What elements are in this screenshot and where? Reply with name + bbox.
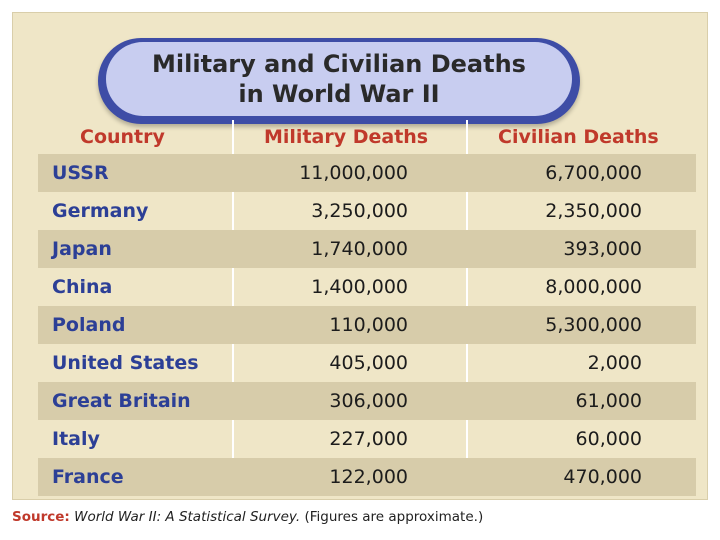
table-row: USSR 11,000,000 6,700,000 [38,154,696,192]
cell-country: Poland [52,314,126,336]
cell-civilian-deaths: 61,000 [575,390,642,412]
header-civilian-deaths: Civilian Deaths [498,126,659,148]
cell-country: United States [52,352,199,374]
table-header: Country Military Deaths Civilian Deaths [12,120,696,154]
title-inner: Military and Civilian Deaths in World Wa… [106,42,572,116]
cell-civilian-deaths: 8,000,000 [545,276,642,298]
cell-country: Japan [52,238,112,260]
cell-civilian-deaths: 60,000 [575,428,642,450]
table-row: United States 405,000 2,000 [38,344,696,382]
cell-country: China [52,276,113,298]
cell-country: Italy [52,428,100,450]
table-row: Poland 110,000 5,300,000 [38,306,696,344]
cell-civilian-deaths: 393,000 [563,238,642,260]
cell-military-deaths: 122,000 [329,466,408,488]
cell-country: Great Britain [52,390,191,412]
table-row: Great Britain 306,000 61,000 [38,382,696,420]
cell-military-deaths: 1,400,000 [311,276,408,298]
cell-military-deaths: 306,000 [329,390,408,412]
header-country: Country [80,126,165,148]
cell-military-deaths: 11,000,000 [299,162,408,184]
source-approx-note: (Figures are approximate.) [304,509,484,525]
cell-country: USSR [52,162,109,184]
cell-civilian-deaths: 470,000 [563,466,642,488]
cell-military-deaths: 1,740,000 [311,238,408,260]
cell-civilian-deaths: 2,350,000 [545,200,642,222]
cell-military-deaths: 110,000 [329,314,408,336]
table-row: France 122,000 470,000 [38,458,696,496]
cell-civilian-deaths: 6,700,000 [545,162,642,184]
table-row: Germany 3,250,000 2,350,000 [38,192,696,230]
cell-civilian-deaths: 2,000 [587,352,642,374]
source-label: Source: [12,509,70,525]
chart-title-line-1: Military and Civilian Deaths [152,50,526,78]
cell-military-deaths: 227,000 [329,428,408,450]
cell-country: France [52,466,124,488]
table-row: Italy 227,000 60,000 [38,420,696,458]
cell-civilian-deaths: 5,300,000 [545,314,642,336]
cell-military-deaths: 3,250,000 [311,200,408,222]
chart-title-line-2: in World War II [238,80,440,108]
cell-military-deaths: 405,000 [329,352,408,374]
cell-country: Germany [52,200,149,222]
source-title: World War II: A Statistical Survey. [74,509,301,525]
source-note: Source: World War II: A Statistical Surv… [12,509,702,525]
table-row: Japan 1,740,000 393,000 [38,230,696,268]
header-military-deaths: Military Deaths [264,126,429,148]
table-row: China 1,400,000 8,000,000 [38,268,696,306]
